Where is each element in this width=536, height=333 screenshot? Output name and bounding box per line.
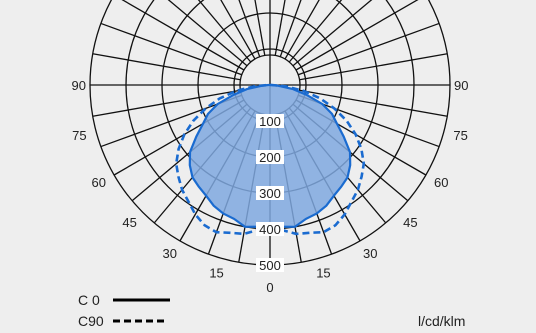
grid-spoke [92, 89, 241, 117]
angle-label-left-15: 15 [209, 265, 223, 280]
grid-spoke [299, 53, 448, 81]
grid-spoke [292, 0, 373, 67]
grid-spoke [121, 0, 245, 71]
series-line-c0 [188, 83, 352, 229]
radial-tick-labels: 100 200 300 400 500 [256, 114, 284, 273]
legend-label-c90: C90 [78, 313, 104, 329]
unit-label: l/cd/klm [418, 313, 465, 329]
grid-spoke [167, 0, 248, 67]
grid-spoke [284, 0, 320, 60]
angle-label-left-90: 90 [72, 78, 86, 93]
radial-label-bg [256, 222, 284, 236]
grid-spoke [254, 0, 266, 56]
grid-spoke [100, 22, 243, 76]
radial-label-bg [256, 258, 284, 272]
angle-label-right-75: 75 [453, 128, 467, 143]
grid-spoke [197, 0, 252, 63]
radial-label-500: 500 [259, 258, 281, 273]
grid-spoke [297, 22, 440, 76]
radial-label-200: 200 [259, 150, 281, 165]
series-line-c90 [174, 83, 366, 236]
radial-label-400: 400 [259, 222, 281, 237]
angle-label-right-60: 60 [434, 175, 448, 190]
radial-label-bg [256, 150, 284, 164]
angle-label-left-30: 30 [163, 246, 177, 261]
angle-label-right-45: 45 [403, 215, 417, 230]
angle-label-right-30: 30 [363, 246, 377, 261]
angle-label-right-15: 15 [316, 265, 330, 280]
grid-spoke [220, 0, 256, 60]
grid-spoke [299, 89, 448, 117]
angle-label-left-75: 75 [72, 128, 86, 143]
legend: C 0 C90 [78, 292, 170, 329]
grid-spoke [288, 0, 343, 63]
angle-label-right-0: 0 [266, 280, 273, 295]
grid-spoke [92, 53, 241, 81]
radial-label-bg [256, 114, 284, 128]
radial-label-300: 300 [259, 186, 281, 201]
angle-label-left-60: 60 [92, 175, 106, 190]
grid-spoke [274, 0, 286, 56]
radial-label-100: 100 [259, 114, 281, 129]
angle-label-right-90: 90 [454, 78, 468, 93]
radial-label-bg [256, 186, 284, 200]
angle-tick-labels: 0 15 30 45 60 75 90 15 30 45 60 75 90 [72, 78, 469, 295]
angle-label-left-45: 45 [122, 215, 136, 230]
legend-label-c0: C 0 [78, 292, 100, 308]
grid-spoke [238, 0, 261, 58]
grid-spoke [295, 0, 419, 71]
grid-spoke [279, 0, 302, 58]
